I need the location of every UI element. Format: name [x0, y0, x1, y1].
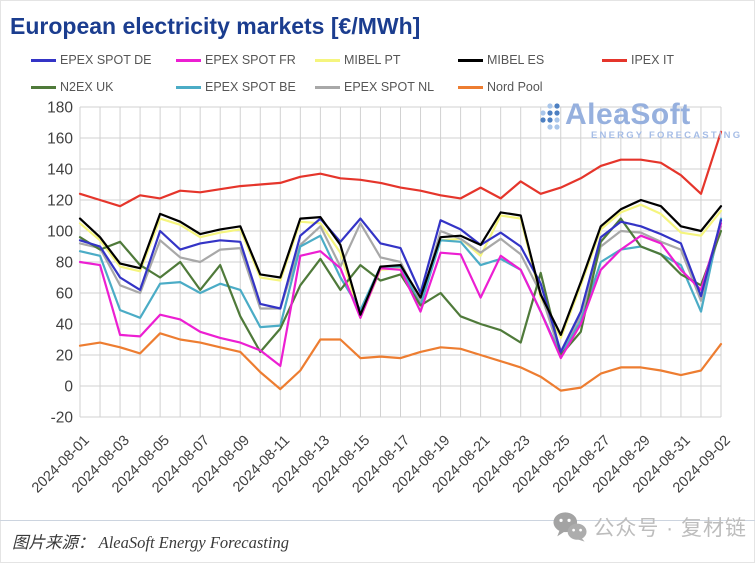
chart-title: European electricity markets [€/MWh]	[10, 13, 421, 39]
legend-item-epex-spot-nl: EPEX SPOT NL	[315, 80, 434, 94]
grid-lines	[79, 106, 722, 418]
legend-swatch-epex-spot-fr	[176, 58, 201, 62]
chart-legend: EPEX SPOT DE EPEX SPOT FR MIBEL PT MIBEL ES…	[0, 0, 755, 100]
y-axis-labels: 180 160 140 120 100 80 60 40 20 0 -20	[47, 100, 73, 427]
image-source-text: AleaSoft Energy Forecasting	[98, 533, 289, 552]
legend-swatch-mibel-es	[458, 58, 483, 62]
legend-label-nord-pool: Nord Pool	[487, 80, 543, 94]
svg-text:80: 80	[56, 255, 74, 272]
series-line-mibel-es	[78, 198, 723, 336]
legend-label-ipex-it: IPEX IT	[631, 53, 675, 67]
footer-divider	[0, 520, 755, 521]
legend-swatch-mibel-pt	[315, 58, 340, 62]
svg-text:40: 40	[56, 317, 74, 334]
legend-item-epex-spot-fr: EPEX SPOT FR	[176, 53, 296, 67]
svg-text:160: 160	[47, 131, 73, 148]
wechat-account-label: 公众号 · 复材链	[593, 516, 747, 540]
legend-label-n2ex-uk: N2EX UK	[60, 80, 114, 94]
image-source-caption: 图片来源： AleaSoft Energy Forecasting	[12, 529, 289, 553]
legend-swatch-n2ex-uk	[31, 85, 56, 89]
series-line-nord-pool	[78, 332, 723, 392]
image-source-label: 图片来源：	[12, 533, 95, 552]
series-line-epex-spot-de	[78, 217, 723, 353]
legend-label-epex-spot-nl: EPEX SPOT NL	[344, 80, 435, 94]
legend-swatch-epex-spot-de	[31, 58, 56, 62]
svg-text:180: 180	[47, 100, 73, 117]
legend-swatch-epex-spot-be	[176, 85, 201, 89]
series-line-epex-spot-nl	[78, 222, 723, 357]
svg-text:100: 100	[47, 224, 73, 241]
svg-text:20: 20	[56, 348, 74, 365]
legend-item-ipex-it: IPEX IT	[602, 53, 674, 67]
wechat-badge: 公众号 · 复材链	[553, 511, 747, 542]
legend-swatch-epex-spot-nl	[315, 85, 340, 89]
legend-label-epex-spot-fr: EPEX SPOT FR	[205, 53, 296, 67]
legend-label-epex-spot-be: EPEX SPOT BE	[205, 80, 296, 94]
legend-item-mibel-pt: MIBEL PT	[315, 53, 401, 67]
legend-item-nord-pool: Nord Pool	[458, 80, 543, 94]
legend-swatch-ipex-it	[602, 58, 627, 62]
wechat-icon	[553, 512, 587, 542]
legend-item-epex-spot-be: EPEX SPOT BE	[176, 80, 296, 94]
legend-item-mibel-es: MIBEL ES	[458, 53, 544, 67]
svg-text:-20: -20	[51, 410, 74, 427]
legend-item-epex-spot-de: EPEX SPOT DE	[31, 53, 151, 67]
legend-label-mibel-es: MIBEL ES	[487, 53, 545, 67]
svg-text:140: 140	[47, 162, 73, 179]
legend-item-n2ex-uk: N2EX UK	[31, 80, 114, 94]
svg-text:120: 120	[47, 193, 73, 210]
svg-text:60: 60	[56, 286, 74, 303]
x-axis-labels: 2024-08-012024-08-032024-08-052024-08-07…	[29, 433, 734, 497]
series-line-ipex-it	[78, 130, 723, 208]
legend-label-mibel-pt: MIBEL PT	[344, 53, 401, 67]
svg-text:0: 0	[64, 379, 73, 396]
legend-label-epex-spot-de: EPEX SPOT DE	[60, 53, 152, 67]
series-line-epex-spot-fr	[78, 222, 723, 367]
legend-swatch-nord-pool	[458, 85, 483, 89]
